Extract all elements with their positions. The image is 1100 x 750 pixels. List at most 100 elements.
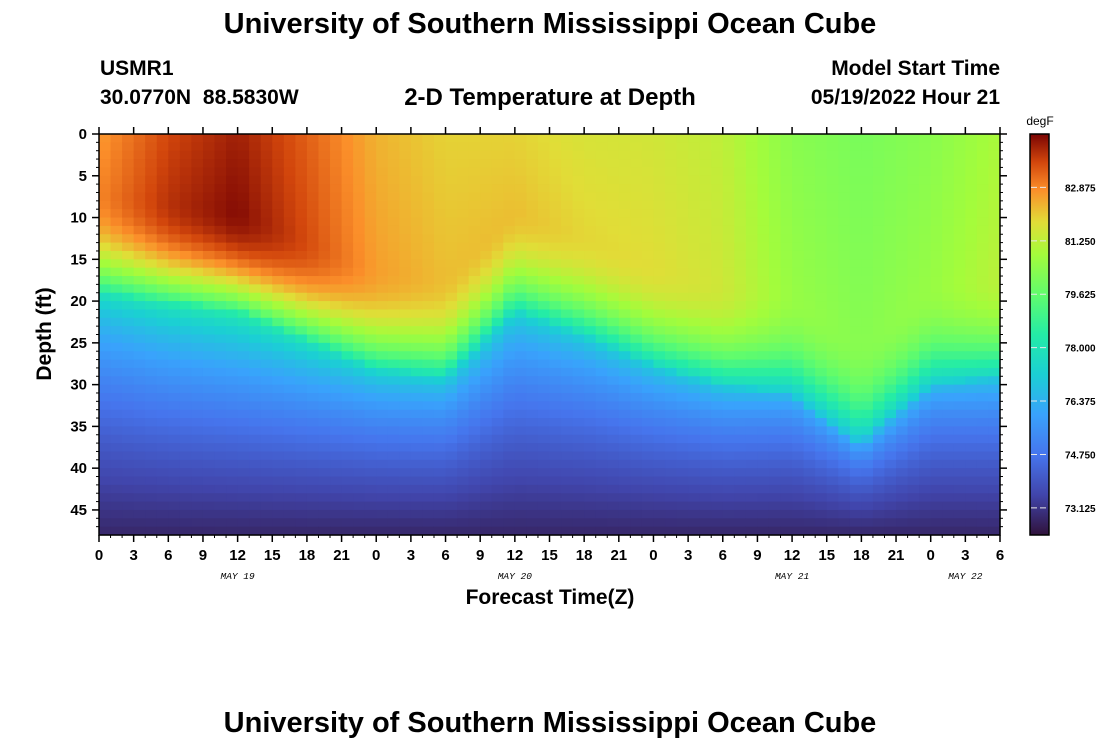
heatmap-cell xyxy=(896,192,909,202)
heatmap-cell xyxy=(387,392,400,402)
heatmap-cell xyxy=(561,175,574,185)
heatmap-cell xyxy=(353,134,366,143)
heatmap-cell xyxy=(861,326,874,336)
heatmap-cell xyxy=(584,209,597,219)
heatmap-cell xyxy=(861,142,874,152)
heatmap-cell xyxy=(387,317,400,327)
heatmap-cell xyxy=(572,192,585,202)
heatmap-cell xyxy=(641,192,655,202)
heatmap-cell xyxy=(953,326,966,336)
heatmap-cell xyxy=(491,217,504,227)
heatmap-cell xyxy=(364,225,377,235)
heatmap-cell xyxy=(676,301,689,311)
heatmap-cell xyxy=(122,443,135,453)
heatmap-cell xyxy=(930,476,943,486)
heatmap-cell xyxy=(745,209,759,219)
heatmap-cell xyxy=(110,259,123,269)
heatmap-cell xyxy=(699,518,712,528)
heatmap-cell xyxy=(202,401,216,411)
heatmap-cell xyxy=(445,434,458,444)
heatmap-cell xyxy=(815,426,828,436)
heatmap-cell xyxy=(480,234,493,244)
heatmap-cell xyxy=(445,317,458,327)
heatmap-cell xyxy=(907,443,920,453)
heatmap-cell xyxy=(688,392,701,402)
heatmap-cell xyxy=(445,217,458,227)
heatmap-cell xyxy=(757,459,770,469)
heatmap-cell xyxy=(433,284,447,294)
heatmap-cell xyxy=(99,509,112,519)
heatmap-cell xyxy=(930,518,943,528)
heatmap-cell xyxy=(826,284,839,294)
heatmap-cell xyxy=(768,150,782,160)
heatmap-cell xyxy=(226,459,239,469)
heatmap-cell xyxy=(803,468,816,478)
heatmap-cell xyxy=(595,334,608,344)
footer-title: University of Southern Mississippi Ocean… xyxy=(223,707,877,739)
heatmap-cell xyxy=(965,301,978,311)
heatmap-cell xyxy=(930,509,943,519)
heatmap-cell xyxy=(422,326,435,336)
heatmap-cell xyxy=(561,367,574,377)
heatmap-cell xyxy=(179,468,193,478)
heatmap-cell xyxy=(942,476,955,486)
heatmap-cell xyxy=(260,484,273,494)
heatmap-cell xyxy=(722,501,735,511)
heatmap-cell xyxy=(711,134,724,143)
heatmap-cell xyxy=(422,142,435,152)
heatmap-cell xyxy=(387,142,400,152)
heatmap-cell xyxy=(249,401,262,411)
heatmap-cell xyxy=(942,267,955,277)
heatmap-cell xyxy=(272,484,285,494)
heatmap-cell xyxy=(607,401,620,411)
heatmap-cell xyxy=(699,367,712,377)
heatmap-cell xyxy=(734,526,747,536)
heatmap-cell xyxy=(838,384,851,394)
heatmap-cell xyxy=(272,292,285,302)
heatmap-cell xyxy=(145,451,158,461)
heatmap-cell xyxy=(399,209,412,219)
heatmap-cell xyxy=(422,225,435,235)
heatmap-cell xyxy=(272,409,285,419)
heatmap-cell xyxy=(214,192,227,202)
heatmap-cell xyxy=(491,209,504,219)
heatmap-cell xyxy=(826,334,839,344)
heatmap-cell xyxy=(665,501,678,511)
heatmap-cell xyxy=(665,284,678,294)
y-tick-label: 15 xyxy=(70,251,87,268)
heatmap-cell xyxy=(711,317,724,327)
heatmap-cell xyxy=(445,234,458,244)
heatmap-cell xyxy=(826,409,839,419)
heatmap-cell xyxy=(688,234,701,244)
heatmap-cell xyxy=(480,359,493,369)
heatmap-cell xyxy=(688,443,701,453)
heatmap-cell xyxy=(133,159,146,169)
heatmap-cell xyxy=(341,150,354,160)
heatmap-cell xyxy=(514,443,527,453)
heatmap-cell xyxy=(457,259,470,269)
heatmap-cell xyxy=(376,476,389,486)
heatmap-cell xyxy=(734,501,747,511)
heatmap-cell xyxy=(630,326,643,336)
heatmap-cell xyxy=(330,200,343,210)
heatmap-cell xyxy=(838,192,851,202)
heatmap-cell xyxy=(503,426,516,436)
heatmap-cell xyxy=(815,359,828,369)
heatmap-cell xyxy=(306,292,320,302)
heatmap-cell xyxy=(353,267,366,277)
heatmap-cell xyxy=(734,392,747,402)
heatmap-cell xyxy=(99,209,112,219)
heatmap-cell xyxy=(688,426,701,436)
heatmap-cell xyxy=(202,234,216,244)
heatmap-cell xyxy=(757,175,770,185)
heatmap-cell xyxy=(896,351,909,361)
heatmap-cell xyxy=(364,301,377,311)
heatmap-cell xyxy=(861,351,874,361)
heatmap-cell xyxy=(884,134,897,143)
heatmap-cell xyxy=(318,192,331,202)
heatmap-cell xyxy=(295,376,308,386)
heatmap-cell xyxy=(653,426,666,436)
heatmap-cell xyxy=(942,134,955,143)
heatmap-cell xyxy=(826,326,839,336)
heatmap-cell xyxy=(376,418,389,427)
